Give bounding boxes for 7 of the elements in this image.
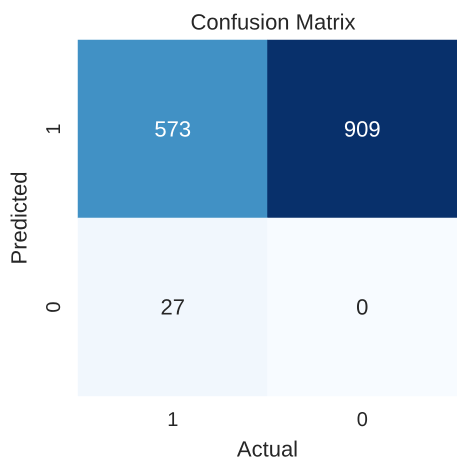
data-label: 909 [344,116,381,142]
y-axis-title: Predicted [6,172,32,264]
chart-title: Confusion Matrix [190,10,356,34]
data-label: 27 [160,294,185,320]
data-label: 573 [154,116,192,142]
x-axis-title: Actual [236,436,298,462]
data-label: 0 [356,294,368,320]
